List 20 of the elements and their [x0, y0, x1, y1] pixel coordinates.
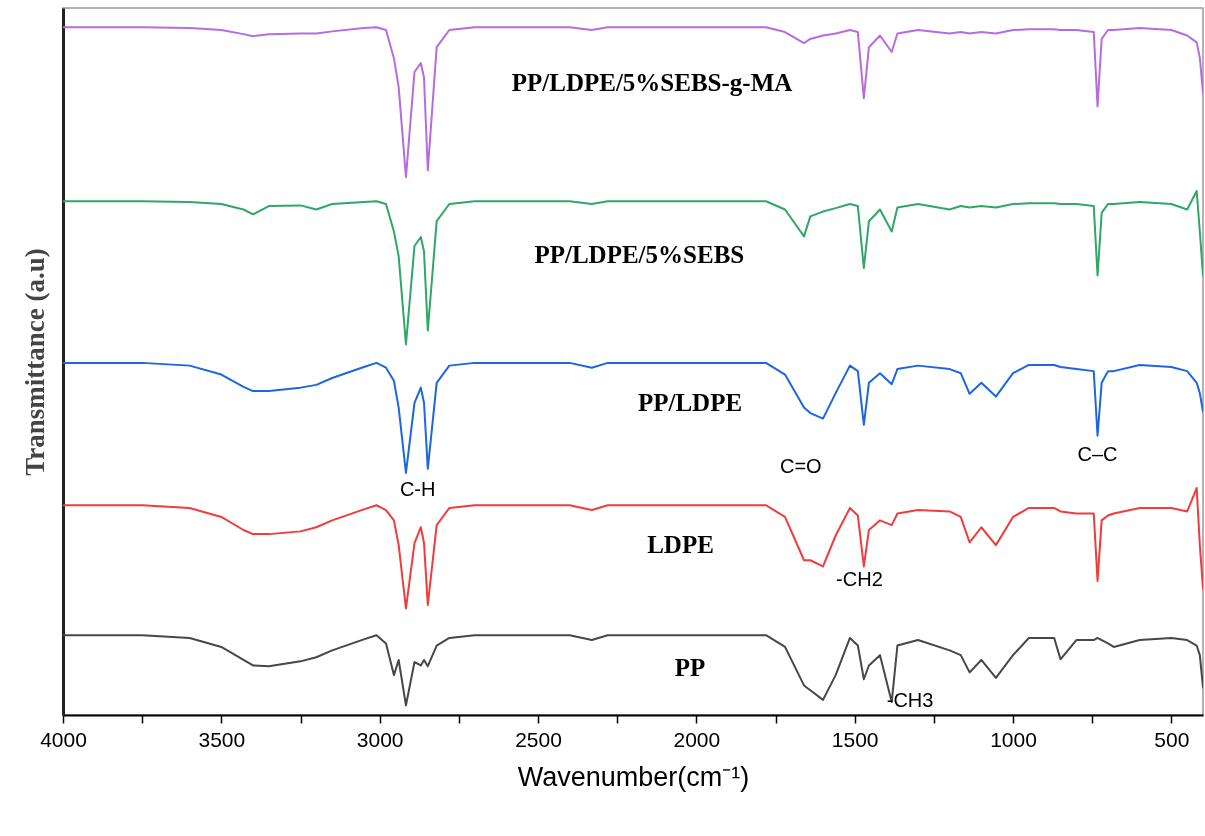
x-tick-label: 3500: [198, 727, 246, 751]
x-tick-label: 1000: [990, 727, 1037, 751]
x-tick-label: 2000: [673, 727, 721, 751]
series-label: PP/LDPE: [637, 389, 743, 417]
x-tick-label: 500: [1154, 727, 1190, 751]
annotation: C-H: [399, 478, 436, 501]
x-tick-label: 1500: [831, 727, 879, 751]
series-label: LDPE: [647, 531, 714, 559]
series-label: PP/LDPE/5%SEBS: [534, 240, 745, 268]
y-axis-title: Transmittance (a.u): [19, 248, 50, 476]
annotation: -CH3: [886, 689, 934, 712]
annotation: -CH2: [836, 568, 883, 591]
x-tick-label: 3000: [356, 727, 404, 751]
x-axis-title: Wavenumber(cm⁻¹): [517, 761, 750, 792]
annotation: C=O: [779, 455, 822, 478]
x-tick-label: 4000: [40, 727, 87, 751]
x-tick-label: 2500: [515, 727, 562, 751]
annotation: C–C: [1077, 443, 1118, 466]
series-label: PP/LDPE/5%SEBS-g-MA: [511, 68, 793, 96]
series-label: PP: [674, 654, 706, 682]
